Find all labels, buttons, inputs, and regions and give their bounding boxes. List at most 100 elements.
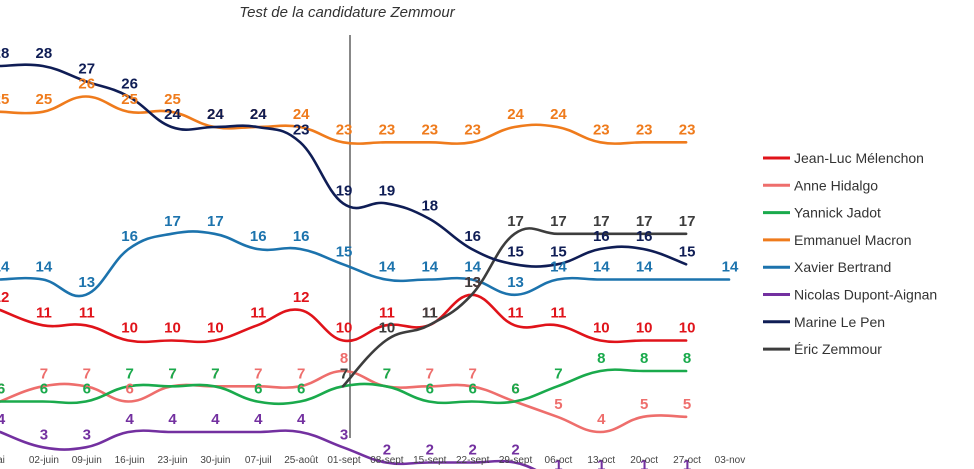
data-label: 10 xyxy=(164,320,181,337)
data-label: 11 xyxy=(508,304,524,321)
data-label: 7 xyxy=(83,365,91,382)
x-tick-label: 29-sept xyxy=(499,455,533,466)
data-label: 24 xyxy=(164,106,181,123)
data-label: 2 xyxy=(469,442,477,459)
data-label: 13 xyxy=(507,274,524,291)
data-label: 23 xyxy=(464,121,481,138)
x-tick-label: 15-sept xyxy=(413,455,447,466)
series-line-nicolas-dupont-aignan xyxy=(0,429,537,469)
data-label: 7 xyxy=(211,365,219,382)
data-label: 5 xyxy=(640,396,648,413)
data-label: 7 xyxy=(383,365,391,382)
chart-title: Test de la candidature Zemmour xyxy=(239,4,455,21)
data-label: 8 xyxy=(597,350,605,367)
data-label: 25 xyxy=(0,91,9,108)
data-label: 25 xyxy=(121,91,138,108)
data-label: 23 xyxy=(379,121,396,138)
data-label: 17 xyxy=(207,213,224,230)
data-label: 3 xyxy=(340,426,348,443)
data-label: 7 xyxy=(340,365,348,382)
data-label: 1 xyxy=(554,457,562,469)
legend-label: Marine Le Pen xyxy=(794,314,885,330)
data-label: 14 xyxy=(722,259,739,276)
data-label: 23 xyxy=(293,121,310,138)
data-label: 11 xyxy=(79,304,95,321)
data-label: 17 xyxy=(550,213,567,230)
data-label: 3 xyxy=(83,426,91,443)
x-tick-label: ai xyxy=(0,455,5,466)
data-label: 11 xyxy=(36,304,52,321)
legend-label: Anne Hidalgo xyxy=(794,177,878,193)
series-line-emmanuel-macron xyxy=(0,95,688,145)
data-label: 25 xyxy=(164,91,181,108)
data-label: 14 xyxy=(421,259,438,276)
data-label: 10 xyxy=(593,320,610,337)
data-label: 10 xyxy=(379,320,396,337)
data-label: 6 xyxy=(40,381,48,398)
data-label: 14 xyxy=(593,259,610,276)
data-label: 7 xyxy=(297,365,305,382)
data-label: 7 xyxy=(383,365,391,382)
series-line-eric-zemmour xyxy=(341,227,688,388)
data-label: 16 xyxy=(464,228,481,245)
data-label: 23 xyxy=(593,121,610,138)
data-label: 13 xyxy=(78,274,95,291)
x-tick-label: 07-juil xyxy=(245,455,272,466)
data-label: 14 xyxy=(550,259,567,276)
data-label: 10 xyxy=(636,320,653,337)
data-label: 7 xyxy=(340,365,348,382)
data-label: 13 xyxy=(464,274,481,291)
data-label: 14 xyxy=(464,259,481,276)
data-label: 8 xyxy=(340,350,348,367)
x-tick-label: 25-août xyxy=(284,455,318,466)
data-label: 17 xyxy=(593,213,610,230)
data-label: 28 xyxy=(0,45,9,62)
data-label: 24 xyxy=(250,106,267,123)
data-label: 16 xyxy=(293,228,310,245)
data-label: 24 xyxy=(207,106,224,123)
data-label: 5 xyxy=(683,396,691,413)
data-label: 17 xyxy=(164,213,181,230)
data-label: 2 xyxy=(383,442,391,459)
x-tick-label: 09-juin xyxy=(72,455,102,466)
data-label: 18 xyxy=(421,198,438,215)
data-label: 6 xyxy=(297,381,305,398)
data-label: 25 xyxy=(36,91,53,108)
data-label: 27 xyxy=(78,60,95,77)
data-label: 6 xyxy=(0,381,5,398)
data-label: 8 xyxy=(640,350,648,367)
data-label: 23 xyxy=(636,121,653,138)
data-label: 15 xyxy=(550,243,567,260)
legend-label: Emmanuel Macron xyxy=(794,232,912,248)
data-label: 12 xyxy=(0,289,9,306)
data-label: 10 xyxy=(207,320,224,337)
data-label: 11 xyxy=(422,304,438,321)
x-tick-label: 23-juin xyxy=(158,455,188,466)
data-label: 19 xyxy=(379,182,396,199)
data-label: 24 xyxy=(293,106,310,123)
data-label: 2 xyxy=(511,442,519,459)
data-label: 16 xyxy=(593,228,610,245)
series-line-xavier-bertrand xyxy=(0,230,731,298)
data-label: 4 xyxy=(125,411,134,428)
x-tick-label: 08-sept xyxy=(370,455,404,466)
x-tick-label: 02-juin xyxy=(29,455,59,466)
data-label: 11 xyxy=(250,304,266,321)
data-label: 7 xyxy=(426,365,434,382)
data-label: 23 xyxy=(336,121,353,138)
data-label: 8 xyxy=(683,350,691,367)
data-label: 7 xyxy=(40,365,48,382)
data-label: 11 xyxy=(551,304,567,321)
data-label: 14 xyxy=(636,259,653,276)
data-label: 7 xyxy=(254,365,262,382)
data-label: 7 xyxy=(168,365,176,382)
data-label: 15 xyxy=(507,243,524,260)
data-label: 7 xyxy=(125,365,133,382)
series-line-marine-le-pen xyxy=(0,63,688,268)
data-label: 4 xyxy=(211,411,220,428)
data-label: 7 xyxy=(211,365,219,382)
x-tick-label: 01-sept xyxy=(327,455,361,466)
data-label: 23 xyxy=(679,121,696,138)
data-label: 15 xyxy=(679,243,696,260)
